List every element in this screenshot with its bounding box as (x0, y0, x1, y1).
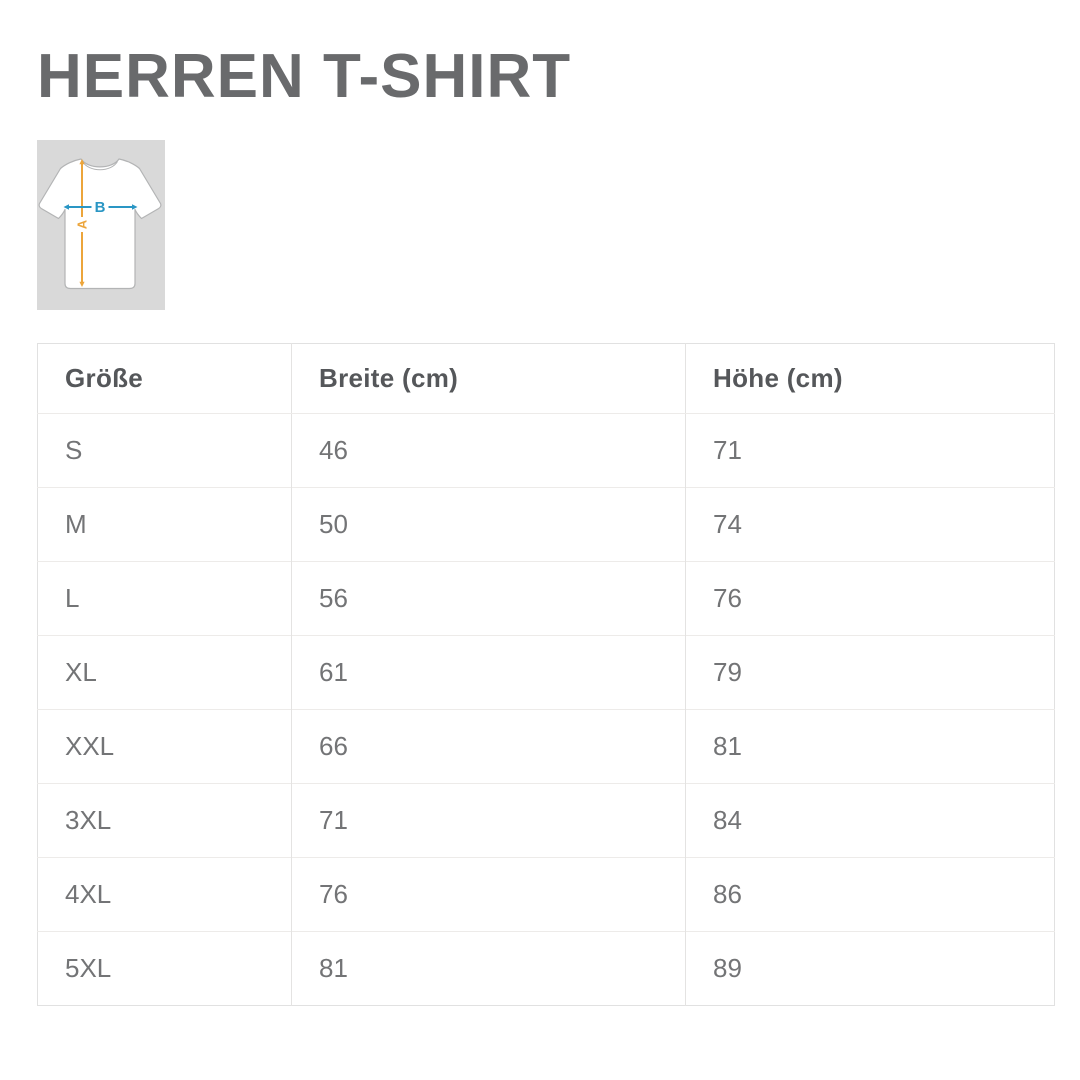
width-arrow-left (63, 204, 69, 210)
width-arrow-right (132, 204, 138, 210)
hoehe-cell: 86 (685, 857, 1055, 932)
breite-cell: 46 (291, 413, 686, 488)
hoehe-cell: 89 (685, 931, 1055, 1006)
size-cell: 4XL (37, 857, 292, 932)
size-cell: XXL (37, 709, 292, 784)
breite-cell: 66 (291, 709, 686, 784)
breite-cell: 76 (291, 857, 686, 932)
size-cell: M (37, 487, 292, 562)
height-label: A (75, 219, 90, 229)
height-arrow-bottom (79, 281, 85, 287)
table-row: 4XL 76 86 (37, 857, 1055, 932)
breite-cell: 71 (291, 783, 686, 858)
size-table-body: S 46 71 M 50 74 L 56 76 XL 61 79 XXL 66 (37, 413, 1055, 1006)
column-header-breite: Breite (cm) (291, 343, 686, 414)
width-label: B (95, 199, 106, 216)
table-row: XXL 66 81 (37, 709, 1055, 784)
size-cell: S (65, 435, 83, 465)
table-row: 3XL 71 84 (37, 783, 1055, 858)
breite-cell: 81 (291, 931, 686, 1006)
hoehe-cell: 81 (685, 709, 1055, 784)
size-cell: L (37, 561, 292, 636)
hoehe-cell: 79 (685, 635, 1055, 710)
tshirt-diagram-svg: A B (37, 140, 165, 310)
size-table-header: Größe Breite (cm) Höhe (cm) (37, 343, 1055, 414)
hoehe-cell: 71 (685, 413, 1055, 488)
tshirt-collar (82, 161, 118, 171)
column-header-groesse: Größe (37, 343, 292, 414)
table-row: S 46 71 (38, 413, 1055, 488)
size-cell: 3XL (37, 783, 292, 858)
header-row: Größe Breite (cm) Höhe (cm) (37, 343, 1055, 414)
page-title: HERREN T-SHIRT (37, 42, 572, 111)
hoehe-cell: 74 (685, 487, 1055, 562)
tshirt-shape (38, 158, 162, 290)
table-row: XL 61 79 (37, 635, 1055, 710)
breite-cell: 50 (291, 487, 686, 562)
table-row: 5XL 81 89 (37, 931, 1055, 1006)
height-arrow-top (79, 159, 85, 165)
size-table: Größe Breite (cm) Höhe (cm) S 46 71 M 50… (37, 343, 1055, 1006)
table-row: L 56 76 (37, 561, 1055, 636)
breite-cell: 61 (291, 635, 686, 710)
size-cell: 5XL (37, 931, 292, 1006)
table-row: M 50 74 (37, 487, 1055, 562)
hoehe-cell: 76 (685, 561, 1055, 636)
tshirt-measurement-diagram: A B (37, 140, 165, 310)
breite-cell: 56 (291, 561, 686, 636)
size-cell: XL (37, 635, 292, 710)
hoehe-cell: 84 (685, 783, 1055, 858)
column-header-hoehe: Höhe (cm) (685, 343, 1055, 414)
